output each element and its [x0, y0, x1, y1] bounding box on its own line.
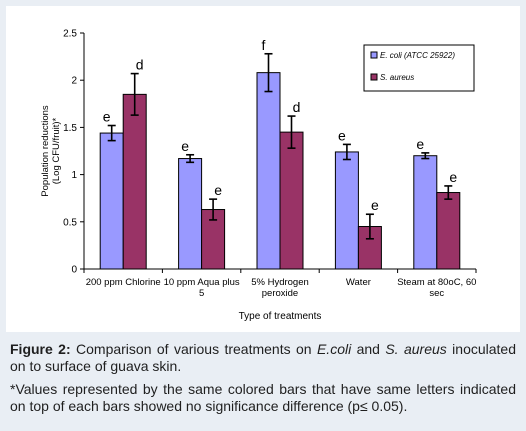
x-tick-label: 10 ppm Aqua plus [164, 277, 240, 288]
y-tick-label: 0.5 [63, 217, 77, 228]
bar-chart: 0 0.5 1 1.5 2 2.5 e e f e e d e d e e 200 ppm Chlorine 10… [40, 29, 477, 322]
y-axis-title: (Log CFU/fruit)* [51, 117, 62, 184]
y-tick-label: 2.5 [63, 29, 77, 40]
x-tick-label: 5 [199, 288, 204, 299]
bar-saureus [279, 131, 304, 270]
legend-label: S. aureus [380, 73, 414, 82]
y-tick-label: 1 [71, 170, 77, 181]
legend-swatch [370, 73, 378, 81]
legend-swatch [370, 51, 378, 59]
chart-panel: 0 0.5 1 1.5 2 2.5 e e f e e d e d e e 200 ppm Chlorine 10… [6, 6, 520, 332]
significance-letter: e [371, 197, 379, 213]
y-axis-title: Population reductions [40, 105, 51, 197]
significance-letter: f [262, 37, 266, 53]
significance-letter: e [103, 109, 111, 125]
x-tick-label: 5% Hydrogen [251, 277, 309, 288]
bar-saureus [122, 93, 147, 270]
caption-label: Figure 2: [10, 341, 71, 357]
caption-text-1: Comparison of various treatments on [76, 341, 317, 357]
y-tick-label: 0 [71, 265, 77, 276]
bar-ecoli [334, 151, 359, 270]
significance-letter: e [338, 127, 346, 143]
bar-saureus [436, 192, 461, 270]
significance-letter: e [416, 136, 424, 152]
bar-ecoli [99, 132, 124, 270]
y-tick-label: 2 [71, 76, 77, 87]
legend-label: E. coli (ATCC 25922) [380, 51, 455, 60]
bar-ecoli [256, 72, 281, 270]
y-tick-label: 1.5 [63, 123, 77, 134]
x-tick-label: sec [429, 288, 444, 299]
significance-letter: e [449, 169, 457, 185]
caption-text-3: inoculated on to surface of guava skin. [10, 341, 516, 374]
x-tick-label: Water [346, 277, 371, 288]
x-axis-title: Type of treatments [239, 311, 322, 322]
significance-letter: e [214, 182, 222, 198]
significance-letter: d [136, 57, 144, 73]
caption-text-2: and [351, 341, 386, 357]
x-tick-label: peroxide [262, 288, 298, 299]
caption-footnote: *Values represented by the same colored … [10, 381, 516, 414]
significance-letter: d [293, 99, 301, 115]
caption-saureus: S. aureus [385, 341, 447, 357]
x-tick-label: 200 ppm Chlorine [86, 277, 161, 288]
significance-letter: e [181, 138, 189, 154]
caption-main: Figure 2: Comparison of various treatmen… [10, 341, 516, 375]
figure-caption: Figure 2: Comparison of various treatmen… [10, 341, 516, 415]
x-tick-label: Steam at 80oC, 60 [397, 277, 476, 288]
bar-ecoli [178, 158, 203, 270]
bar-ecoli [413, 155, 438, 270]
caption-ecoli: E.coli [316, 341, 352, 357]
legend-box [363, 44, 475, 92]
